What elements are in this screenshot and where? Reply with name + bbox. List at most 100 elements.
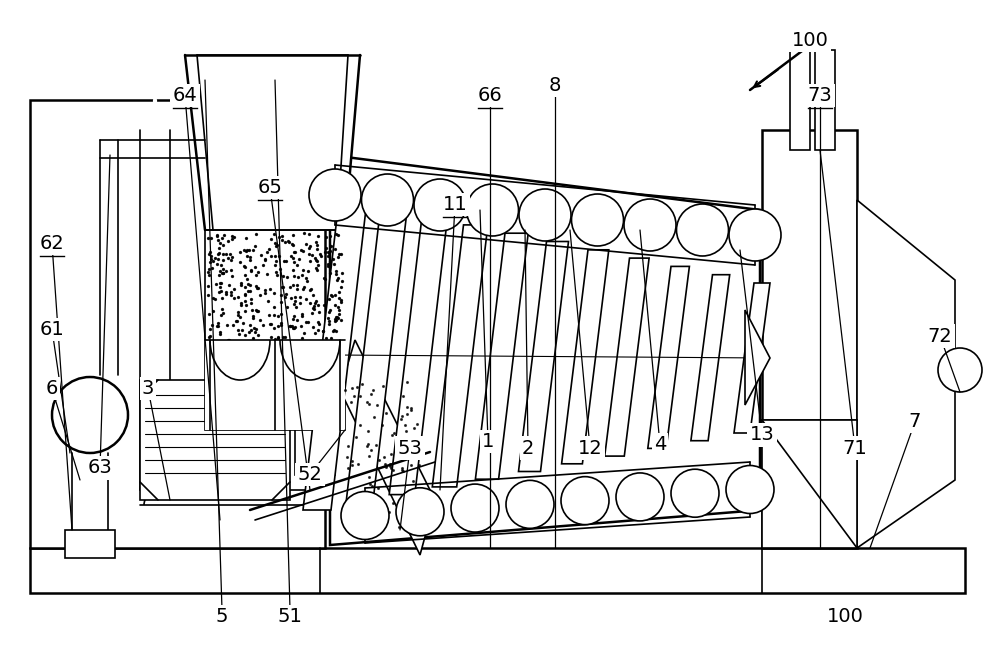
Point bbox=[294, 311, 310, 322]
Point bbox=[382, 461, 398, 471]
Point bbox=[213, 277, 229, 288]
Point bbox=[320, 247, 336, 258]
Point bbox=[266, 322, 282, 333]
Point bbox=[299, 275, 315, 286]
Point bbox=[321, 294, 337, 304]
Point bbox=[215, 248, 231, 259]
Point bbox=[330, 372, 346, 383]
Point bbox=[228, 316, 244, 327]
Point bbox=[356, 521, 372, 532]
Text: 53: 53 bbox=[398, 439, 422, 457]
Point bbox=[206, 351, 222, 362]
Point bbox=[331, 375, 347, 386]
Point bbox=[221, 334, 237, 345]
Point bbox=[255, 320, 271, 331]
Point bbox=[330, 348, 346, 358]
Point bbox=[294, 349, 310, 359]
Point bbox=[282, 355, 298, 366]
Point bbox=[255, 362, 271, 372]
Point bbox=[378, 407, 394, 418]
Point bbox=[301, 379, 317, 389]
Text: 1: 1 bbox=[482, 432, 494, 451]
Point bbox=[203, 251, 219, 262]
Point bbox=[287, 322, 303, 333]
Point bbox=[267, 334, 283, 345]
Point bbox=[316, 299, 332, 310]
Point bbox=[267, 237, 283, 248]
Circle shape bbox=[729, 209, 781, 261]
Point bbox=[278, 372, 294, 382]
Point bbox=[241, 244, 257, 255]
Point bbox=[375, 521, 391, 532]
Point bbox=[320, 354, 336, 364]
Point bbox=[310, 300, 326, 310]
Point bbox=[250, 266, 266, 277]
Point bbox=[327, 244, 343, 254]
Point bbox=[309, 376, 325, 387]
Point bbox=[243, 373, 259, 384]
Circle shape bbox=[616, 473, 664, 521]
Point bbox=[350, 459, 366, 469]
Point bbox=[322, 268, 338, 278]
Point bbox=[277, 368, 293, 378]
Point bbox=[241, 327, 257, 337]
Point bbox=[210, 248, 226, 259]
Text: 100: 100 bbox=[792, 30, 828, 49]
Text: 66: 66 bbox=[478, 86, 502, 105]
Point bbox=[331, 249, 347, 260]
Point bbox=[250, 365, 266, 376]
Point bbox=[281, 237, 297, 247]
Point bbox=[287, 291, 303, 302]
Point bbox=[284, 382, 300, 392]
Point bbox=[204, 368, 220, 378]
Point bbox=[273, 318, 289, 328]
Point bbox=[322, 371, 338, 382]
Point bbox=[334, 268, 350, 279]
Polygon shape bbox=[762, 420, 857, 548]
Point bbox=[200, 289, 216, 300]
Circle shape bbox=[572, 194, 624, 246]
Point bbox=[325, 254, 341, 264]
Point bbox=[225, 320, 241, 331]
Polygon shape bbox=[734, 283, 770, 433]
Point bbox=[209, 373, 225, 384]
Point bbox=[395, 465, 411, 476]
Point bbox=[287, 246, 303, 257]
Point bbox=[252, 338, 268, 349]
Point bbox=[273, 309, 289, 320]
Point bbox=[229, 316, 245, 327]
Point bbox=[213, 310, 229, 320]
Point bbox=[257, 254, 273, 265]
Point bbox=[259, 382, 275, 393]
Point bbox=[405, 494, 421, 504]
Point bbox=[324, 291, 340, 301]
Point bbox=[348, 432, 364, 442]
Circle shape bbox=[519, 189, 571, 241]
Point bbox=[360, 426, 376, 436]
Point bbox=[273, 297, 289, 307]
Point bbox=[391, 453, 407, 463]
Point bbox=[205, 343, 221, 353]
Point bbox=[232, 312, 248, 322]
Point bbox=[256, 339, 272, 350]
Point bbox=[243, 265, 259, 275]
Point bbox=[252, 353, 268, 363]
Point bbox=[284, 239, 300, 249]
Point bbox=[250, 306, 266, 316]
Point bbox=[261, 310, 277, 320]
Point bbox=[285, 364, 301, 375]
Point bbox=[224, 252, 240, 263]
Point bbox=[263, 250, 279, 261]
Point bbox=[363, 445, 379, 456]
Point bbox=[259, 247, 275, 258]
Point bbox=[391, 521, 407, 532]
Point bbox=[202, 324, 218, 334]
Point bbox=[266, 302, 282, 312]
Point bbox=[247, 241, 263, 252]
Point bbox=[214, 268, 230, 278]
Point bbox=[296, 282, 312, 293]
Point bbox=[257, 368, 273, 379]
Point bbox=[234, 374, 250, 384]
Point bbox=[294, 270, 310, 280]
Point bbox=[285, 314, 301, 324]
